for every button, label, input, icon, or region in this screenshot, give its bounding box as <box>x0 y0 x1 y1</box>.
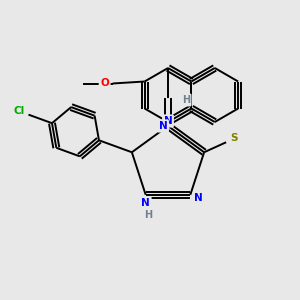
Text: N: N <box>141 198 150 208</box>
Text: S: S <box>230 133 238 143</box>
Text: H: H <box>182 95 190 105</box>
Text: N: N <box>164 116 172 126</box>
Text: H: H <box>145 210 153 220</box>
Text: Cl: Cl <box>14 106 25 116</box>
Text: N: N <box>194 193 203 203</box>
Text: O: O <box>100 79 109 88</box>
Text: N: N <box>159 121 167 131</box>
